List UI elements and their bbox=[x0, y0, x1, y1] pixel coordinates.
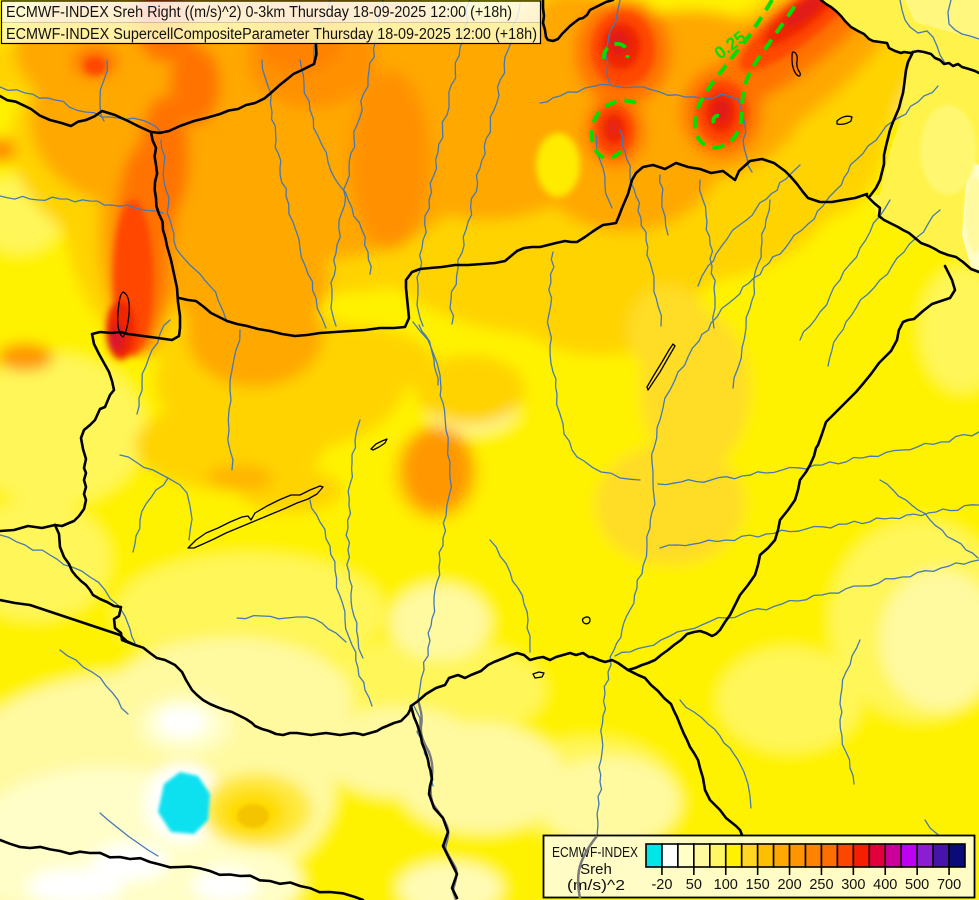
svg-text:200: 200 bbox=[777, 877, 801, 893]
svg-text:Sreh: Sreh bbox=[580, 861, 612, 878]
svg-text:50: 50 bbox=[686, 877, 702, 893]
svg-text:(m/s)^2: (m/s)^2 bbox=[567, 877, 625, 894]
svg-text:100: 100 bbox=[714, 877, 738, 893]
svg-text:ECMWF-INDEX: ECMWF-INDEX bbox=[552, 844, 638, 861]
svg-text:300: 300 bbox=[841, 877, 865, 893]
svg-text:400: 400 bbox=[873, 877, 897, 893]
svg-text:ECMWF-INDEX Sreh Right ((m/s)^: ECMWF-INDEX Sreh Right ((m/s)^2) 0-3km T… bbox=[6, 4, 512, 21]
svg-text:700: 700 bbox=[937, 877, 961, 893]
svg-text:500: 500 bbox=[905, 877, 929, 893]
svg-text:ECMWF-INDEX SupercellComposite: ECMWF-INDEX SupercellCompositeParameter … bbox=[6, 26, 537, 43]
svg-text:-20: -20 bbox=[651, 877, 672, 893]
svg-text:250: 250 bbox=[809, 877, 833, 893]
svg-text:150: 150 bbox=[746, 877, 770, 893]
